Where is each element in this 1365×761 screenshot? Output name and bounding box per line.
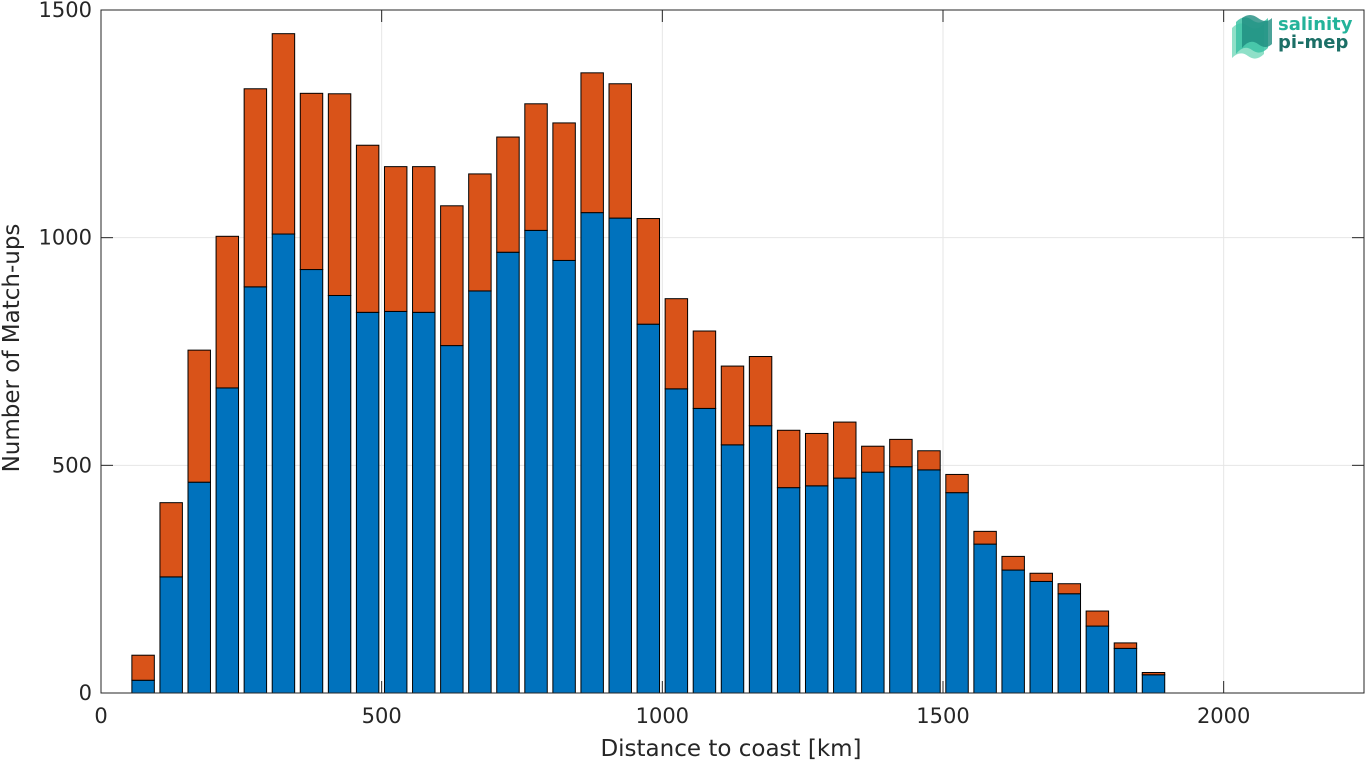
bar-series1 (692, 407, 717, 694)
bar-series2 (973, 530, 997, 545)
bar-series1 (1141, 674, 1166, 694)
bar-series1 (664, 388, 689, 694)
bar-series2 (327, 93, 352, 296)
bar-series2 (412, 166, 436, 313)
bar-series1 (440, 345, 464, 694)
bar-series1 (327, 294, 352, 694)
bar-series1 (748, 425, 773, 694)
bar-series1 (1113, 647, 1138, 694)
bar-series2 (580, 72, 604, 214)
bar-series2 (243, 88, 268, 288)
bar-series2 (440, 205, 464, 347)
bar-series2 (608, 83, 632, 219)
bar-series2 (833, 421, 857, 479)
logo-text-pimep: pi-mep (1278, 32, 1349, 53)
y-tick-label: 500 (52, 453, 92, 477)
bar-series2 (187, 349, 211, 483)
bar-series1 (1029, 580, 1053, 694)
bar-series2 (159, 502, 183, 578)
bar-series2 (271, 33, 296, 235)
bar-series2 (748, 356, 773, 427)
bar-series1 (299, 269, 324, 694)
x-tick-label: 1000 (636, 704, 689, 728)
bar-series2 (945, 473, 969, 494)
bar-series2 (552, 122, 576, 261)
bar-series1 (917, 469, 941, 694)
bar-series2 (776, 429, 801, 489)
bar-series2 (692, 330, 717, 409)
bar-series2 (664, 298, 689, 390)
x-tick-label: 1500 (916, 704, 969, 728)
bar-series1 (608, 217, 632, 694)
plot-frame (100, 9, 1365, 694)
bar-series2 (861, 445, 885, 473)
bar-series2 (468, 173, 492, 292)
x-tick-label: 0 (94, 704, 107, 728)
bar-series2 (1057, 583, 1082, 595)
bar-series1 (1085, 625, 1110, 694)
x-axis-label: Distance to coast [km] (600, 736, 861, 761)
bar-series1 (720, 444, 745, 694)
bar-series2 (1001, 555, 1025, 571)
bar-series1 (355, 311, 380, 694)
bar-series1 (187, 481, 211, 694)
bar-series1 (833, 477, 857, 694)
bar-series1 (243, 286, 268, 694)
x-tick-label: 2000 (1197, 704, 1250, 728)
waves-logo-icon (1232, 15, 1272, 59)
bar-series1 (271, 233, 296, 694)
bar-series2 (1141, 672, 1166, 676)
bar-series2 (720, 365, 745, 446)
bar-series2 (804, 432, 829, 487)
bar-series2 (299, 92, 324, 271)
bar-series2 (1085, 610, 1110, 627)
bars (131, 33, 1166, 694)
bar-series2 (1029, 572, 1053, 582)
tick-labels: 0 500 1000 1500 2000 0 500 1000 1500 (39, 0, 1251, 728)
bar-series1 (215, 387, 240, 694)
bar-series2 (524, 103, 548, 231)
bar-series2 (355, 144, 380, 313)
bar-series1 (496, 251, 520, 694)
bar-series1 (945, 492, 969, 694)
bar-series1 (973, 543, 997, 694)
x-tick-label: 500 (362, 704, 402, 728)
bar-series1 (383, 310, 408, 694)
bar-series1 (580, 212, 604, 694)
bar-series1 (468, 290, 492, 694)
bar-series2 (917, 450, 941, 471)
bar-series1 (1057, 593, 1082, 694)
bar-series1 (159, 576, 183, 694)
bar-series2 (636, 218, 661, 325)
bar-series1 (804, 485, 829, 694)
axes-box (100, 9, 1365, 694)
y-axis-label: Number of Match-ups (0, 224, 25, 473)
logo-text-salinity: salinity (1278, 14, 1353, 35)
bar-series2 (215, 235, 240, 389)
salinity-pimep-logo: salinity pi-mep (1228, 14, 1358, 66)
y-tick-label: 1000 (39, 226, 92, 250)
y-tick-label: 1500 (39, 0, 92, 22)
bar-series2 (131, 654, 155, 681)
y-tick-label: 0 (79, 681, 92, 705)
bar-series1 (861, 471, 885, 694)
bar-series2 (1113, 642, 1138, 649)
bar-series2 (496, 136, 520, 253)
bar-series1 (636, 323, 661, 694)
bar-series2 (383, 166, 408, 312)
bar-series1 (552, 259, 576, 694)
bar-series1 (1001, 569, 1025, 694)
bar-series2 (889, 438, 913, 468)
bar-series1 (524, 229, 548, 694)
bar-series1 (776, 487, 801, 694)
bar-series1 (889, 466, 913, 694)
bar-series1 (412, 311, 436, 694)
bar-series1 (131, 679, 155, 694)
